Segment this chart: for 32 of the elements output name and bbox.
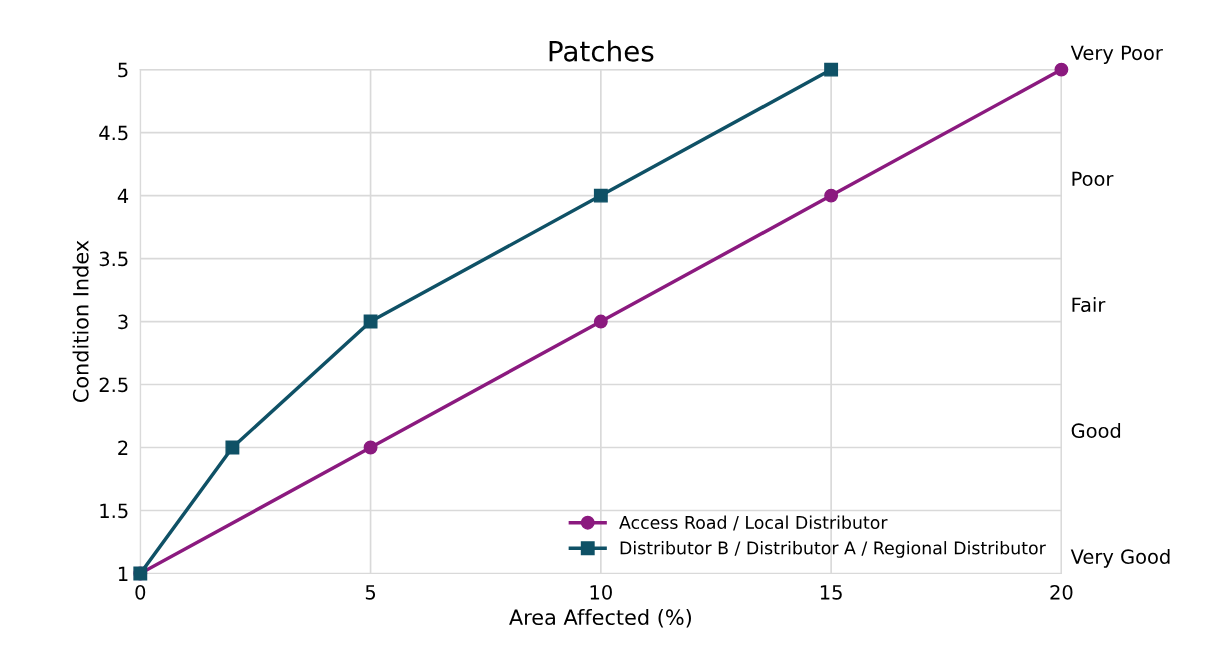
y-tick-label: 1.5 (100, 503, 128, 519)
y-tick-label: 3.5 (99, 251, 128, 267)
legend-label: Distributor B / Distributor A / Regional Distributor (620, 541, 1046, 558)
text: Poor (1072, 171, 1114, 187)
x-axis-title: Area Affected (%) (509, 608, 691, 628)
y-tick-label: 4 (117, 188, 129, 203)
y-tick-label: 2.5 (99, 377, 128, 393)
x-tick-label: 15 (820, 585, 842, 600)
x-tick-label: 20 (1050, 584, 1073, 600)
text: Fair (1072, 297, 1106, 313)
x-tick-label: 5 (365, 585, 376, 600)
y-tick-label: 4.5 (99, 125, 128, 141)
point (824, 188, 839, 203)
x-tick-label: 0 (135, 584, 146, 600)
x-tick-label: 10 (590, 584, 612, 600)
y-axis-title: Condition Index (72, 240, 89, 403)
point (1054, 62, 1069, 77)
legend-label: Access Road / Local Distributor (619, 515, 888, 531)
y-tick-label: 2 (118, 440, 128, 455)
text: Good (1071, 423, 1121, 439)
point (593, 314, 608, 329)
point (824, 62, 839, 77)
chart-title: Patches (549, 40, 654, 62)
text: Very Poor (1070, 45, 1163, 64)
point (363, 314, 378, 329)
y-tick-label: 3 (118, 314, 128, 330)
point (363, 440, 378, 455)
y-tick-label: 1 (118, 566, 128, 581)
point (225, 440, 240, 455)
y-tick-label: 5 (118, 62, 128, 78)
text: Very Good (1070, 548, 1170, 568)
point (593, 188, 608, 203)
